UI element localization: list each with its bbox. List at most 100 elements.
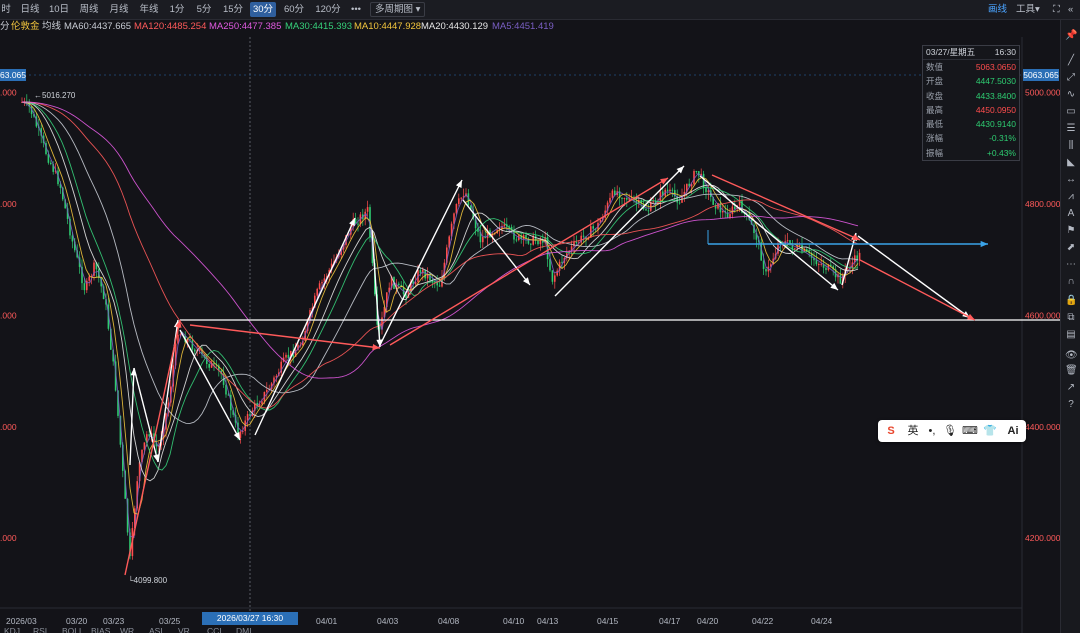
indicator-tab[interactable]: BIAS — [91, 627, 111, 633]
pin-icon[interactable]: 📌 — [1065, 30, 1078, 41]
trend-arrow-head — [455, 180, 462, 188]
wave-tool-icon[interactable]: ⩘ — [1068, 191, 1074, 202]
ma120-line — [21, 101, 859, 409]
rect-tool-icon[interactable]: ▭ — [1066, 106, 1076, 117]
indicator-tab[interactable]: VR — [178, 627, 190, 633]
eye-icon[interactable]: 👁 — [1065, 350, 1078, 361]
arrow-tool-icon[interactable]: ⬈ — [1066, 242, 1076, 253]
candle-body — [395, 283, 398, 289]
measure-tool-icon[interactable]: ↔ — [1066, 174, 1076, 185]
more-dots-icon[interactable]: ⋯ — [1066, 259, 1076, 270]
tools-button[interactable]: 工具▾ — [1016, 2, 1040, 17]
curve-tool-icon[interactable]: ∿ — [1066, 89, 1076, 100]
chevron-down-icon: ▾ — [1035, 4, 1040, 15]
flag-tool-icon[interactable]: ⚑ — [1066, 225, 1076, 236]
multi-period-button[interactable]: 多周期图 ▾ — [370, 2, 426, 17]
indicator-tab[interactable]: KDJ — [4, 627, 21, 633]
export-icon[interactable]: ↗ — [1066, 382, 1076, 393]
candle-body — [695, 171, 698, 173]
candle-body — [846, 268, 849, 270]
ime-toolbar: S 英 •, 🎙 ⌨ 👕 Ai — [878, 420, 1026, 442]
candle-body — [712, 196, 714, 205]
trend-arrow — [857, 235, 971, 319]
gann-tool-icon[interactable]: ◣ — [1067, 157, 1075, 168]
indicator-tab[interactable]: BOLL — [62, 627, 84, 633]
timeframe-tab[interactable]: 5分 — [196, 4, 212, 15]
timeframe-tab[interactable]: 60分 — [283, 4, 305, 15]
trash-icon[interactable]: 🗑 — [1065, 365, 1078, 376]
channel-tool-icon[interactable]: ⫼ — [1068, 140, 1074, 151]
candle-body — [556, 270, 558, 276]
more-button[interactable]: ••• — [351, 4, 361, 15]
candle-body — [86, 280, 88, 291]
candle-body — [549, 259, 551, 271]
indicator-tab[interactable]: DMI — [236, 627, 252, 633]
punctuation-icon[interactable]: •, — [928, 425, 936, 437]
candle-body — [398, 283, 400, 285]
info-row: 最高 4450.0950 — [923, 103, 1019, 117]
candle-body — [347, 234, 350, 236]
timeframe-tab[interactable]: 30分 — [250, 2, 276, 17]
fib-tool-icon[interactable]: ☰ — [1066, 123, 1076, 134]
candle-body — [287, 354, 290, 359]
candle-body — [311, 307, 314, 311]
timeframe-tab[interactable]: 时 — [1, 4, 11, 15]
trend-arrow-red-head — [660, 178, 668, 185]
indicator-tab[interactable]: RSI — [33, 627, 48, 633]
candle-body — [599, 219, 602, 223]
line-tool-icon[interactable]: ╱ — [1067, 55, 1075, 66]
timeframe-tab[interactable]: 周线 — [79, 4, 99, 15]
info-row: 数值 5063.0650 — [923, 60, 1019, 74]
candle-body — [513, 229, 515, 240]
chevron-down-icon: ▾ — [415, 4, 421, 15]
crosshair-date-badge: 2026/03/27 16:30 — [202, 612, 298, 625]
help-icon[interactable]: ? — [1068, 399, 1074, 410]
lock-icon[interactable]: 🔒 — [1065, 295, 1078, 306]
indicator-tab[interactable]: ASI — [149, 627, 163, 633]
timeframe-tab[interactable]: 日线 — [20, 4, 40, 15]
info-value: +0.43% — [986, 147, 1016, 158]
collapse-icon[interactable]: « — [1068, 4, 1074, 15]
timeframe-tab[interactable]: 120分 — [315, 4, 341, 15]
trend-arrow-head — [522, 277, 530, 285]
trend-arrow-head — [830, 282, 838, 290]
trend-arrow-head — [349, 218, 355, 226]
draw-line-button[interactable]: 画线 — [988, 4, 1008, 15]
trend-arrow — [841, 232, 857, 286]
ime-ai-button[interactable]: Ai — [1007, 425, 1019, 437]
current-price-badge-right: 5063.065 — [1023, 69, 1059, 81]
ray-tool-icon[interactable]: ⤢ — [1067, 72, 1075, 83]
indicator-tab[interactable]: CCI — [207, 627, 222, 633]
candle-body — [645, 209, 647, 211]
timeframe-tab[interactable]: 月线 — [109, 4, 129, 15]
magnet-icon[interactable]: ∩ — [1067, 276, 1075, 287]
ma-label[interactable]: 均线 — [42, 21, 62, 32]
candle-body — [527, 238, 530, 244]
skin-icon[interactable]: 👕 — [983, 425, 997, 437]
candle-body — [585, 236, 587, 240]
group-icon[interactable]: ⧉ — [1067, 312, 1075, 323]
candle-body — [520, 235, 522, 239]
trend-arrow — [554, 165, 685, 297]
ime-lang-toggle[interactable]: 英 — [907, 425, 919, 437]
timeframe-tab[interactable]: 1分 — [169, 4, 185, 15]
microphone-icon[interactable]: 🎙 — [943, 425, 957, 437]
candle-body — [90, 275, 93, 277]
fullscreen-icon[interactable]: ⛶ — [1053, 4, 1060, 15]
candle-body — [755, 233, 758, 240]
indicator-tab[interactable]: WR — [120, 627, 135, 633]
keyboard-icon[interactable]: ⌨ — [962, 425, 978, 437]
text-tool-icon[interactable]: A — [1067, 208, 1075, 219]
timeframe-tab[interactable]: 年线 — [139, 4, 159, 15]
candle-body — [561, 261, 563, 263]
date-axis-label: 04/24 — [811, 616, 833, 626]
timeframe-tab[interactable]: 15分 — [222, 4, 244, 15]
timeframe-tab[interactable]: 10日 — [48, 4, 70, 15]
candle-body — [606, 202, 609, 211]
layer-icon[interactable]: ▤ — [1066, 329, 1076, 340]
candle-body — [318, 283, 321, 289]
trend-arrow — [179, 329, 241, 441]
sogou-logo-icon[interactable]: S — [887, 425, 895, 437]
candle-body — [122, 444, 124, 471]
